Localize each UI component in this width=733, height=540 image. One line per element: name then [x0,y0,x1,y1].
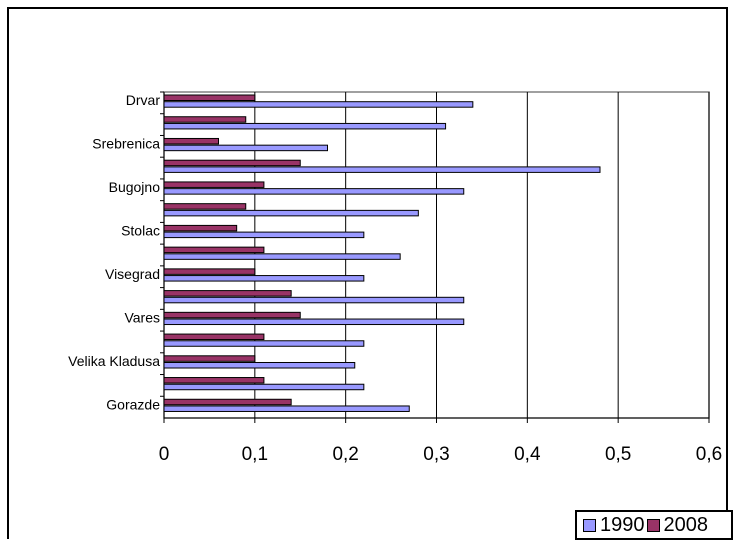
legend-item-2008: 2008 [646,513,709,537]
bar-2008-9 [163,290,292,297]
legend-label-2008: 2008 [663,513,709,536]
bar-2008-10 [163,311,301,319]
bar-1990-12 [163,362,356,369]
bar-2008-8 [163,268,256,275]
x-tick-label-6: 0,6 [696,444,722,465]
x-tick-label-0: 0 [159,444,170,465]
bar-1990-13 [163,383,365,391]
x-tick-label-5: 0,5 [605,444,631,465]
bar-1990-4 [163,188,465,195]
x-tick-label-3: 0,3 [423,444,449,465]
legend-item-1990: 1990 [583,514,645,537]
legend-swatch-1990 [583,518,596,532]
bar-2008-1 [163,116,247,123]
bar-1990-10 [163,318,465,326]
bar-2008-3 [163,159,301,167]
chart-frame [7,7,728,539]
y-tick-label-8: Visegrad [105,266,160,282]
bar-1990-1 [163,122,447,130]
y-tick-label-4: Bugojno [109,179,161,195]
bar-1990-8 [163,275,365,282]
y-tick-label-2: Srebrenica [92,135,160,151]
legend-swatch-2008 [646,518,660,532]
y-tick-label-10: Vares [124,309,160,325]
legend: 1990 2008 [575,510,733,540]
bar-2008-12 [163,355,256,362]
bar-2008-14 [163,398,292,406]
x-tick-label-2: 0,2 [332,444,358,465]
x-tick-label-4: 0,4 [514,444,541,465]
bar-1990-2 [163,144,328,152]
bar-1990-9 [163,296,465,304]
bar-2008-13 [163,377,265,384]
bar-1990-6 [163,231,365,239]
y-tick-label-6: Stolac [121,222,160,238]
bar-1990-14 [163,405,410,412]
bar-2008-7 [163,246,265,254]
bar-1990-3 [163,166,601,173]
y-tick-label-14: Gorazde [106,396,160,412]
legend-label-1990: 1990 [600,513,645,536]
bar-2008-6 [163,224,238,232]
y-tick-label-12: Velika Kladusa [68,353,160,369]
bar-2008-4 [163,181,265,188]
x-tick-label-1: 0,1 [242,444,268,465]
bar-2008-0 [163,94,256,101]
bar-1990-0 [163,101,474,108]
bar-1990-5 [163,209,419,217]
bar-1990-11 [163,340,365,347]
y-tick-label-0: Drvar [126,92,161,108]
bar-2008-5 [163,203,247,210]
bar-2008-11 [163,333,265,341]
bar-2008-2 [163,137,219,145]
bar-1990-7 [163,253,401,260]
